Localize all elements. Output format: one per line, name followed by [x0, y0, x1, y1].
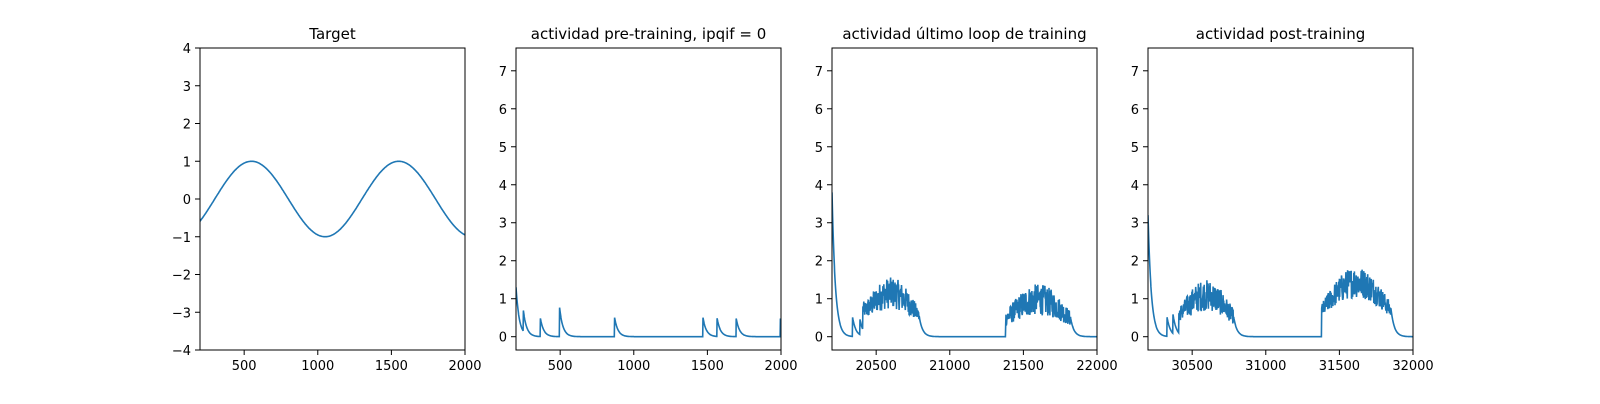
- subplot-title: actividad post-training: [1196, 25, 1365, 43]
- y-tick-label: 3: [1131, 217, 1139, 232]
- y-tick-label: 7: [815, 65, 823, 80]
- axes-frame: [831, 47, 1098, 351]
- subplot-title: Target: [308, 25, 356, 43]
- y-tick-label: −2: [172, 269, 191, 284]
- y-tick-label: 6: [1131, 103, 1139, 118]
- y-tick-label: 1: [183, 155, 191, 170]
- x-tick-label: 500: [232, 359, 257, 374]
- y-tick-label: 6: [499, 103, 507, 118]
- subplot-1: Target 500 1000 1500 2000 −4 −3 −2 −1 0 1 2 3 4: [172, 25, 482, 374]
- y-tick-label: 2: [183, 118, 191, 133]
- series-line-1: [1148, 215, 1413, 338]
- axes-frame: [199, 47, 466, 351]
- series-line-1: [516, 287, 781, 338]
- y-tick-label: 2: [815, 255, 823, 270]
- x-tick-label: 20500: [855, 359, 896, 374]
- y-tick-label: 4: [1131, 179, 1139, 194]
- series-line-1: [832, 192, 1097, 338]
- x-tick-label: 31500: [1319, 359, 1360, 374]
- y-tick-label: 5: [1131, 141, 1139, 156]
- y-tick-label: 3: [815, 217, 823, 232]
- y-tick-label: 4: [499, 179, 507, 194]
- x-tick-label: 2000: [448, 359, 481, 374]
- axes-frame: [1147, 47, 1414, 351]
- y-tick-label: 0: [499, 331, 507, 346]
- series-line-1: [200, 160, 465, 238]
- y-tick-label: 4: [183, 42, 191, 57]
- y-tick-label: 0: [1131, 331, 1139, 346]
- x-tick-label: 31000: [1245, 359, 1286, 374]
- x-tick-label: 30500: [1171, 359, 1212, 374]
- x-tick-label: 1500: [691, 359, 724, 374]
- y-tick-label: 1: [499, 293, 507, 308]
- subplot-title: actividad último loop de training: [842, 25, 1086, 43]
- x-tick-label: 22000: [1076, 359, 1117, 374]
- y-tick-label: 5: [499, 141, 507, 156]
- x-tick-label: 1500: [375, 359, 408, 374]
- y-tick-label: 1: [1131, 293, 1139, 308]
- subplot-title: actividad pre-training, ipqif = 0: [531, 25, 767, 43]
- x-tick-label: 21500: [1003, 359, 1044, 374]
- y-tick-label: 7: [1131, 65, 1139, 80]
- x-tick-label: 32000: [1392, 359, 1433, 374]
- axes-frame: [515, 47, 782, 351]
- x-tick-label: 1000: [301, 359, 334, 374]
- y-tick-label: 3: [183, 80, 191, 95]
- x-tick-label: 2000: [764, 359, 797, 374]
- y-tick-label: 2: [499, 255, 507, 270]
- x-tick-label: 1000: [617, 359, 650, 374]
- x-tick-label: 21000: [929, 359, 970, 374]
- y-tick-label: 4: [815, 179, 823, 194]
- y-tick-label: 7: [499, 65, 507, 80]
- y-tick-label: 6: [815, 103, 823, 118]
- y-tick-label: 5: [815, 141, 823, 156]
- y-tick-label: 0: [183, 193, 191, 208]
- subplot-2: actividad pre-training, ipqif = 0 500 1000…: [499, 25, 798, 374]
- x-tick-label: 500: [548, 359, 573, 374]
- y-tick-label: 0: [815, 331, 823, 346]
- y-tick-label: −1: [172, 231, 191, 246]
- y-tick-label: 3: [499, 217, 507, 232]
- y-tick-label: 1: [815, 293, 823, 308]
- y-tick-label: 2: [1131, 255, 1139, 270]
- y-tick-label: −3: [172, 306, 191, 321]
- y-tick-label: −4: [172, 344, 191, 359]
